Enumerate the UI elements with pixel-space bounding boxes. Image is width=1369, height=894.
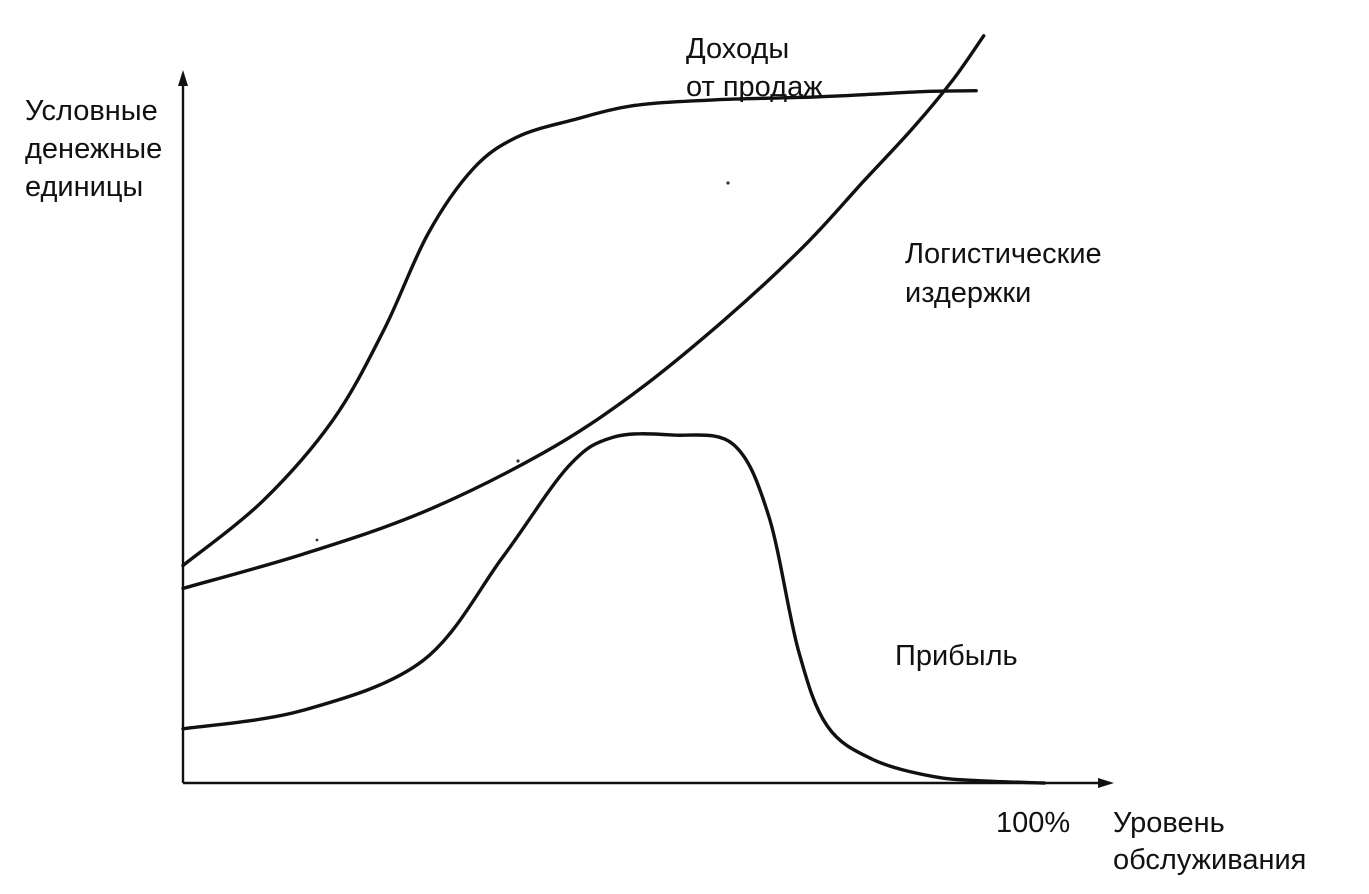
logistics-label-line-1: Логистические (905, 238, 1102, 270)
profit-curve (181, 432, 1046, 785)
profit-label: Прибыль (895, 640, 1018, 672)
y-axis-label-line-2: денежные (25, 133, 162, 165)
y-axis-label-line-3: единицы (25, 171, 143, 203)
y-axis-label-line-1: Условные (25, 95, 158, 127)
x-axis-label-line-1: Уровень (1113, 807, 1225, 839)
revenue-label-line-1: Доходы (686, 33, 789, 65)
x-axis-label-line-2: обслуживания (1113, 844, 1306, 876)
logistics-costs-curve (181, 34, 986, 591)
scan-speck (726, 181, 730, 185)
logistics-label-line-2: издержки (905, 277, 1031, 309)
revenue-curve (181, 89, 978, 568)
scan-speck (516, 459, 520, 463)
scan-speck (315, 538, 319, 542)
x-axis-arrow (1098, 778, 1114, 788)
revenue-label-line-2: от продаж (686, 71, 823, 103)
x-tick-100-percent: 100% (996, 807, 1070, 839)
y-axis-arrow (178, 70, 188, 86)
